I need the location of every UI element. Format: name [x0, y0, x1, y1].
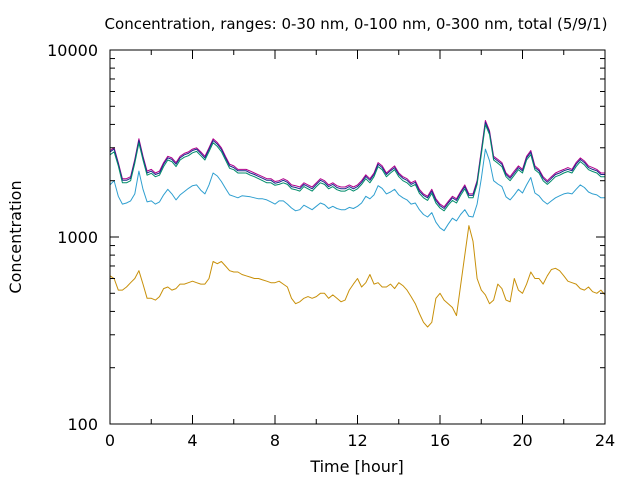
x-tick-label: 12 [347, 431, 367, 450]
x-tick-label: 0 [105, 431, 115, 450]
chart-title: Concentration, ranges: 0-30 nm, 0-100 nm… [105, 15, 608, 33]
x-tick-label: 24 [595, 431, 615, 450]
x-tick-label: 4 [187, 431, 197, 450]
series-line-2 [109, 121, 605, 209]
x-axis-label: Time [hour] [309, 457, 403, 476]
series-layer [109, 120, 606, 328]
tick-layer: 0 4 8 12 16 20 24 100 1000 10000 [47, 41, 615, 450]
y-tick-label: 100 [67, 415, 98, 434]
y-tick-label: 1000 [57, 228, 98, 247]
x-tick-label: 8 [270, 431, 280, 450]
x-tick-label: 20 [512, 431, 532, 450]
series-line-3 [109, 124, 605, 212]
series-line-5 [109, 225, 606, 328]
series-line-4 [109, 148, 605, 232]
y-tick-label: 10000 [47, 41, 98, 60]
x-tick-label: 16 [430, 431, 450, 450]
y-axis-label: Concentration [6, 180, 25, 293]
